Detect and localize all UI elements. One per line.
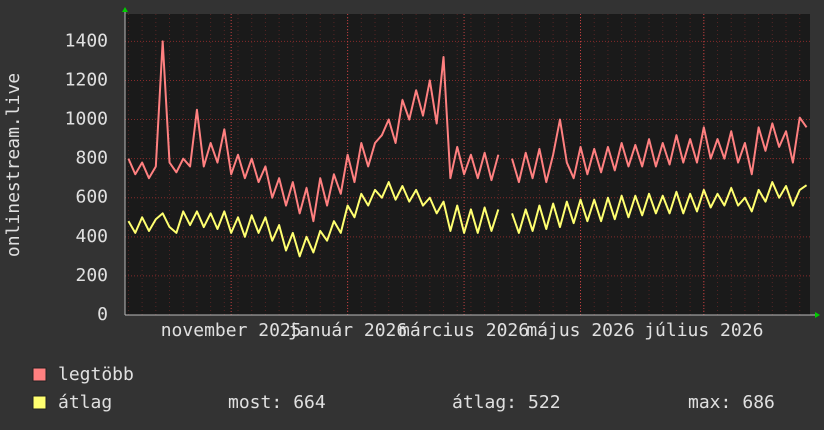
legend: legtöbb átlag most: 664 átlag: 522 max: 686 <box>32 364 775 413</box>
stat: átlag: 522 <box>452 392 561 413</box>
y-tick-label: 200 <box>75 265 108 286</box>
series-line <box>127 40 808 223</box>
y-tick-label: 0 <box>97 304 108 325</box>
x-tick-label: március 2026 <box>399 320 529 341</box>
y-tick-label: 1000 <box>65 109 108 130</box>
legend-label: átlag <box>58 392 112 413</box>
stat: max: 686 <box>688 392 775 413</box>
legend-swatch <box>32 367 47 382</box>
y-tick-label: 400 <box>75 226 108 247</box>
stat: most: 664 <box>228 392 326 413</box>
legend-label: legtöbb <box>58 364 134 385</box>
series-line <box>127 181 808 258</box>
stat-value: 522 <box>528 392 561 413</box>
x-tick-label: július 2026 <box>644 320 763 341</box>
stat-value: 686 <box>742 392 775 413</box>
y-axis-label: onlinestream.live <box>3 73 24 257</box>
y-arrow <box>122 7 128 12</box>
legend-swatch <box>32 395 47 410</box>
y-tick-label: 1200 <box>65 69 108 90</box>
x-tick-label: november 2025 <box>161 320 302 341</box>
y-tick-label: 1400 <box>65 30 108 51</box>
y-tick-label: 800 <box>75 148 108 169</box>
x-tick-label: május 2026 <box>526 320 634 341</box>
stat-label: most: <box>228 392 282 413</box>
lines <box>127 40 808 258</box>
x-arrow <box>815 312 820 318</box>
stat-value: 664 <box>293 392 326 413</box>
x-tick-label: január 2026 <box>288 320 407 341</box>
stat-label: max: <box>688 392 731 413</box>
y-tick-label: 600 <box>75 187 108 208</box>
stat-label: átlag: <box>452 392 517 413</box>
